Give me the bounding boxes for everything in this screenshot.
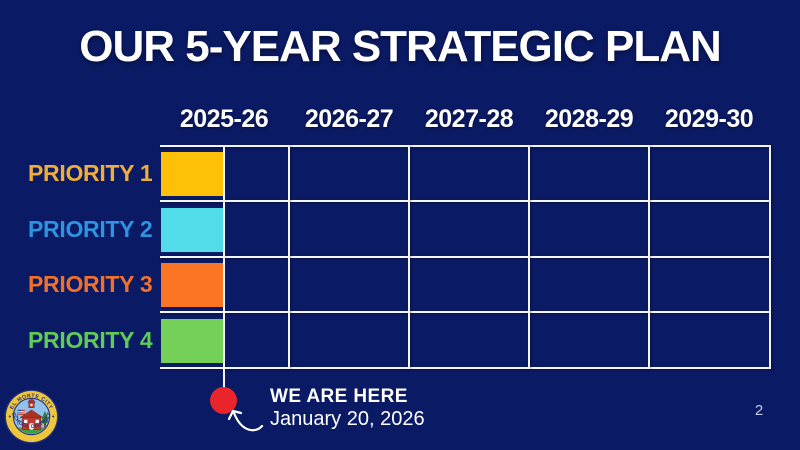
grid-line-vertical	[769, 145, 771, 369]
priority-3-label: PRIORITY 3	[28, 271, 153, 297]
page-title: OUR 5-YEAR STRATEGIC PLAN	[79, 22, 722, 71]
grid-line-vertical	[288, 145, 290, 369]
school-district-seal-logo: EL MONTE CITY SCHOOL DISTRICT	[4, 389, 59, 444]
year-header-2025-26: 2025-26	[179, 105, 269, 133]
priority-1-label: PRIORITY 1	[28, 160, 153, 186]
priority-3-progress-block	[161, 263, 223, 307]
year-header-2028-29: 2028-29	[544, 105, 634, 133]
page-number: 2	[754, 402, 764, 419]
year-header-2029-30: 2029-30	[664, 105, 754, 133]
we-are-here-dot	[210, 387, 237, 414]
priority-4-progress-block	[161, 319, 223, 363]
timeline-marker-line	[223, 145, 225, 393]
we-are-here-date: January 20, 2026	[270, 408, 425, 430]
grid-line-horizontal	[160, 145, 771, 147]
grid-line-vertical	[528, 145, 530, 369]
grid-line-vertical	[648, 145, 650, 369]
grid-line-horizontal	[160, 200, 771, 202]
grid-line-horizontal	[160, 311, 771, 313]
we-are-here-label: WE ARE HERE	[270, 386, 408, 407]
priority-1-progress-block	[161, 152, 223, 196]
priority-2-progress-block	[161, 208, 223, 252]
curved-arrow-icon	[227, 409, 264, 432]
priority-2-label: PRIORITY 2	[28, 216, 153, 242]
priority-4-label: PRIORITY 4	[28, 327, 153, 353]
year-header-2027-28: 2027-28	[424, 105, 514, 133]
grid-line-horizontal	[160, 256, 771, 258]
grid-line-horizontal	[160, 367, 771, 369]
year-header-2026-27: 2026-27	[304, 105, 394, 133]
grid-line-vertical	[408, 145, 410, 369]
